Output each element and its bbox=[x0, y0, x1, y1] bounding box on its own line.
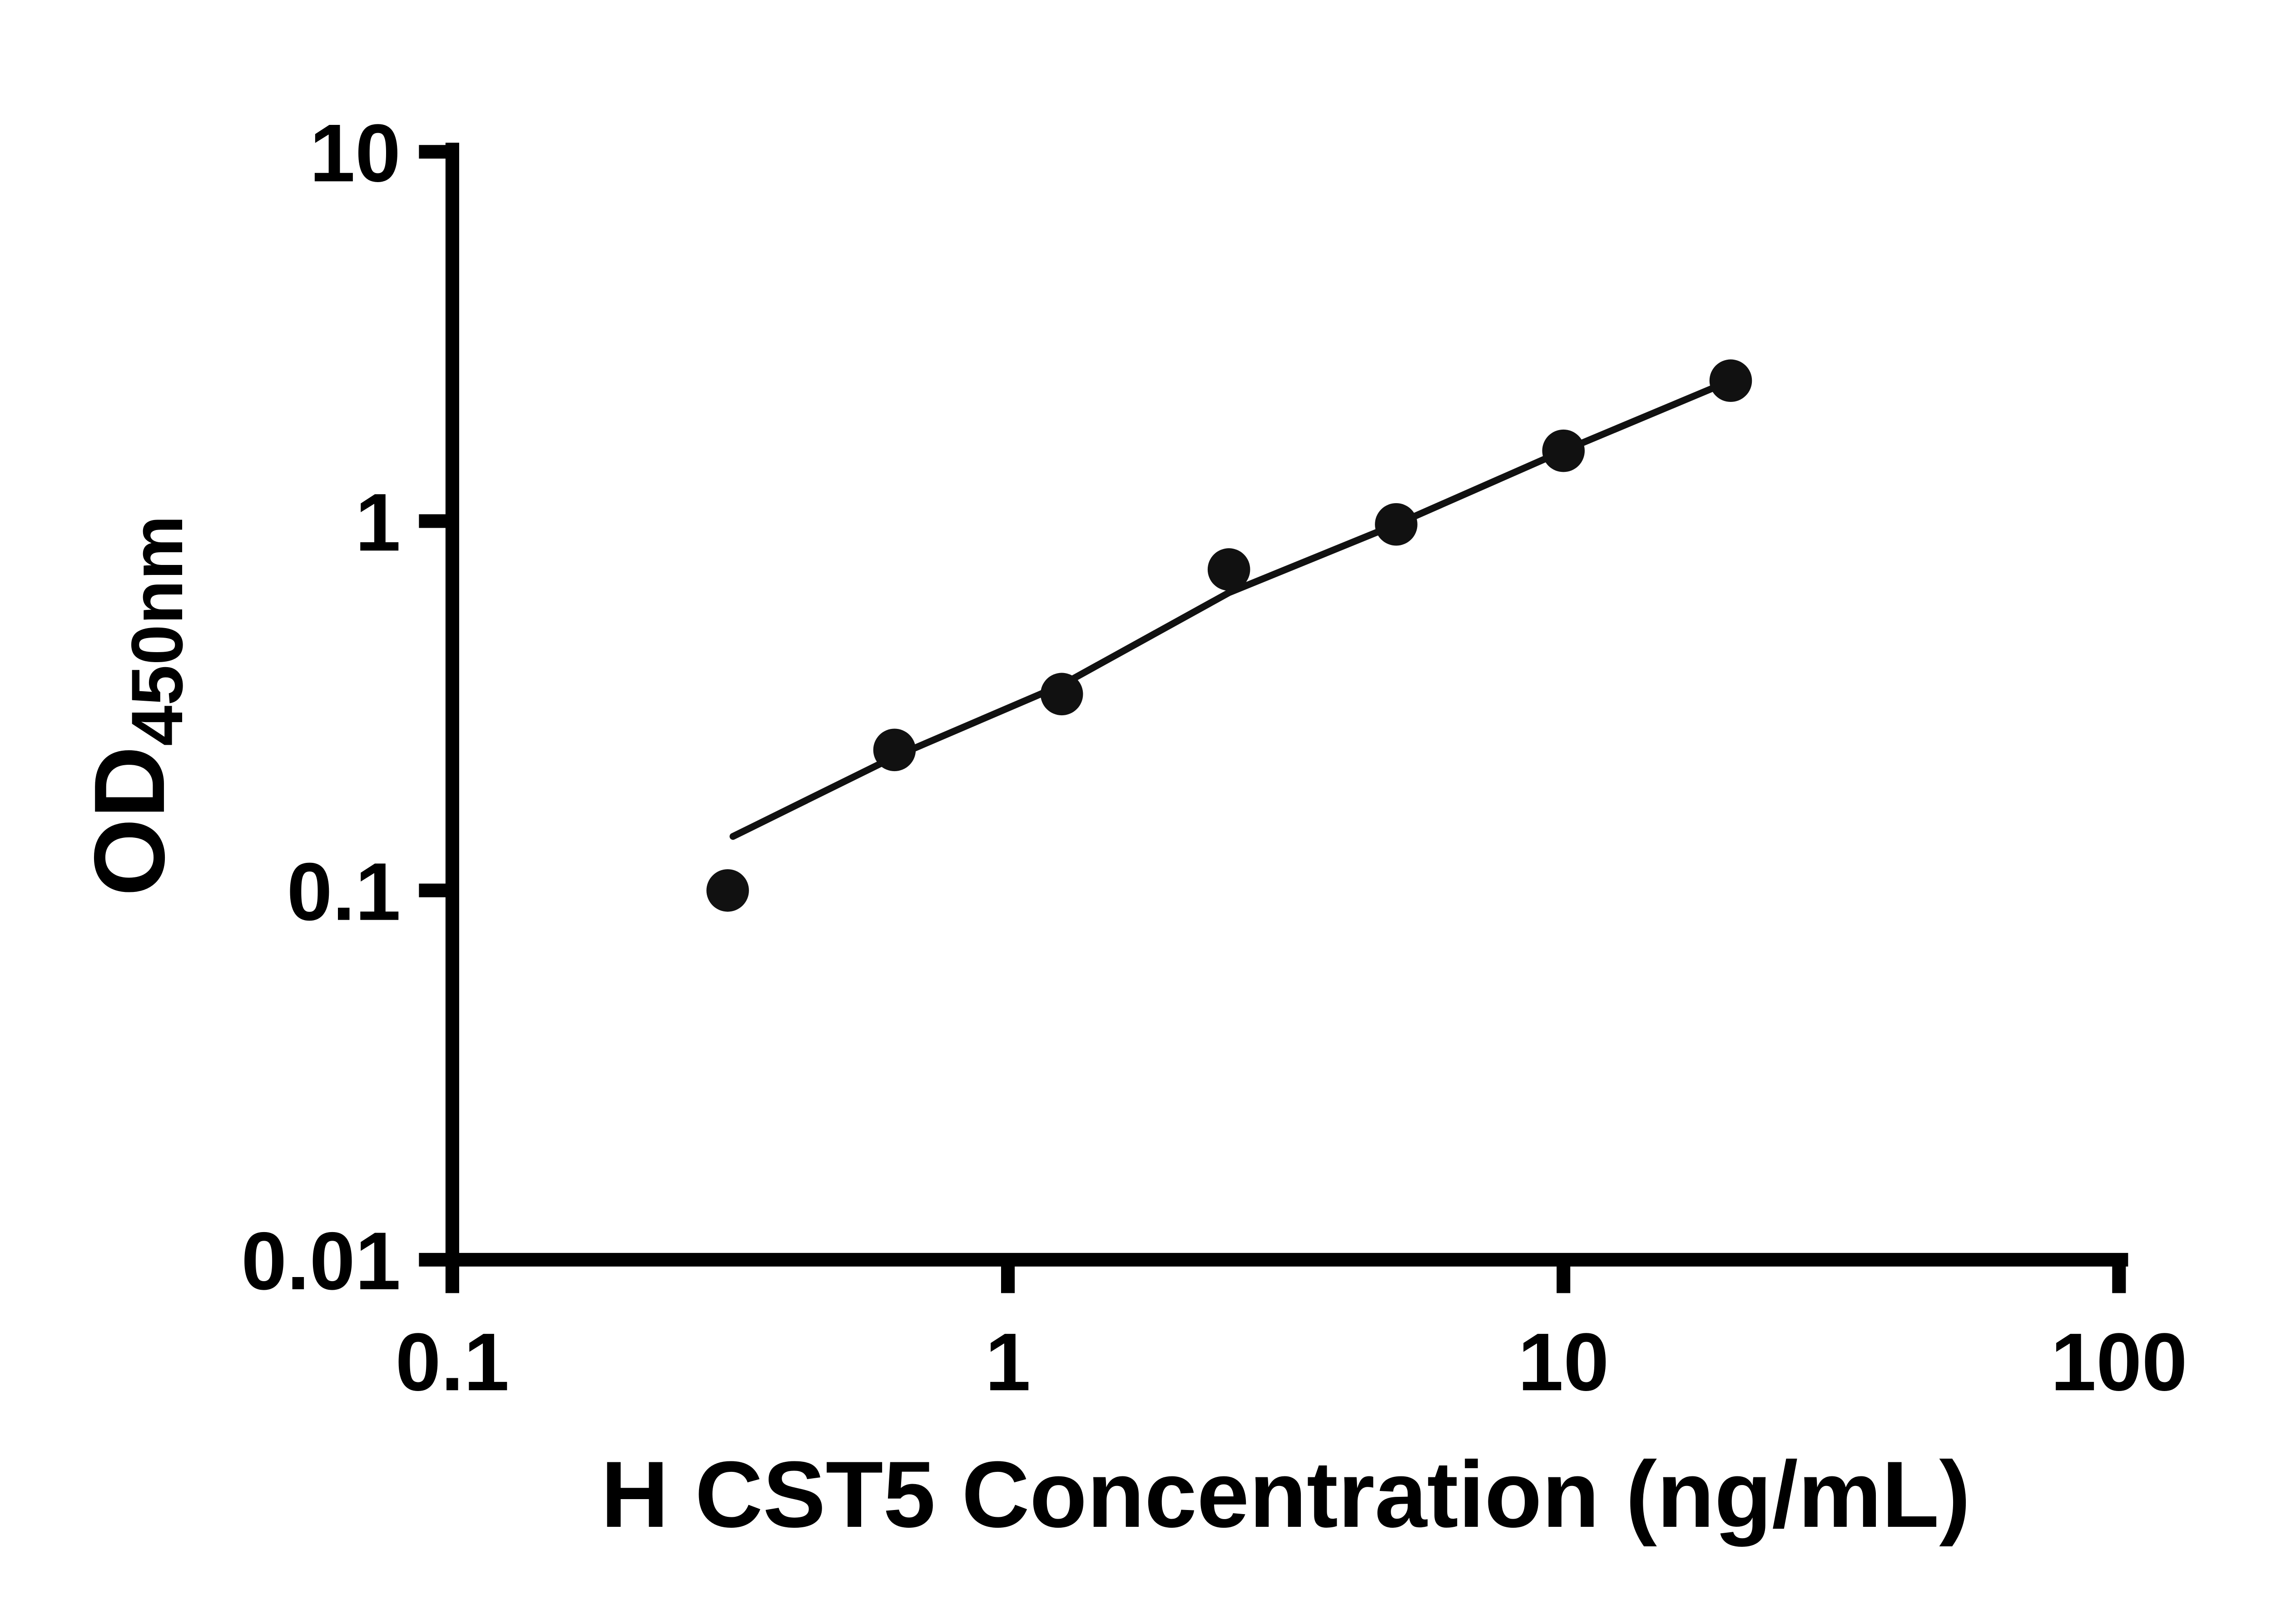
y-tick-label: 0.01 bbox=[241, 1216, 401, 1307]
x-tick-label: 1 bbox=[985, 1317, 1031, 1408]
data-point bbox=[1542, 429, 1585, 472]
y-tick-label: 0.1 bbox=[287, 847, 401, 938]
data-point bbox=[1709, 359, 1752, 402]
y-tick-label: 1 bbox=[355, 477, 401, 568]
data-point bbox=[706, 869, 749, 912]
y-tick-label: 10 bbox=[310, 108, 401, 199]
data-point bbox=[1375, 503, 1418, 546]
x-axis-title: H CST5 Concentration (ng/mL) bbox=[601, 1441, 1971, 1547]
axis-spines bbox=[445, 143, 2128, 1267]
y-axis-title: OD450nm bbox=[73, 515, 198, 896]
data-point bbox=[1040, 673, 1083, 716]
data-point bbox=[1207, 548, 1250, 591]
x-tick-label: 10 bbox=[1518, 1317, 1609, 1408]
x-tick-label: 100 bbox=[2051, 1317, 2187, 1408]
data-point bbox=[873, 728, 916, 772]
x-tick-label: 0.1 bbox=[395, 1317, 509, 1408]
